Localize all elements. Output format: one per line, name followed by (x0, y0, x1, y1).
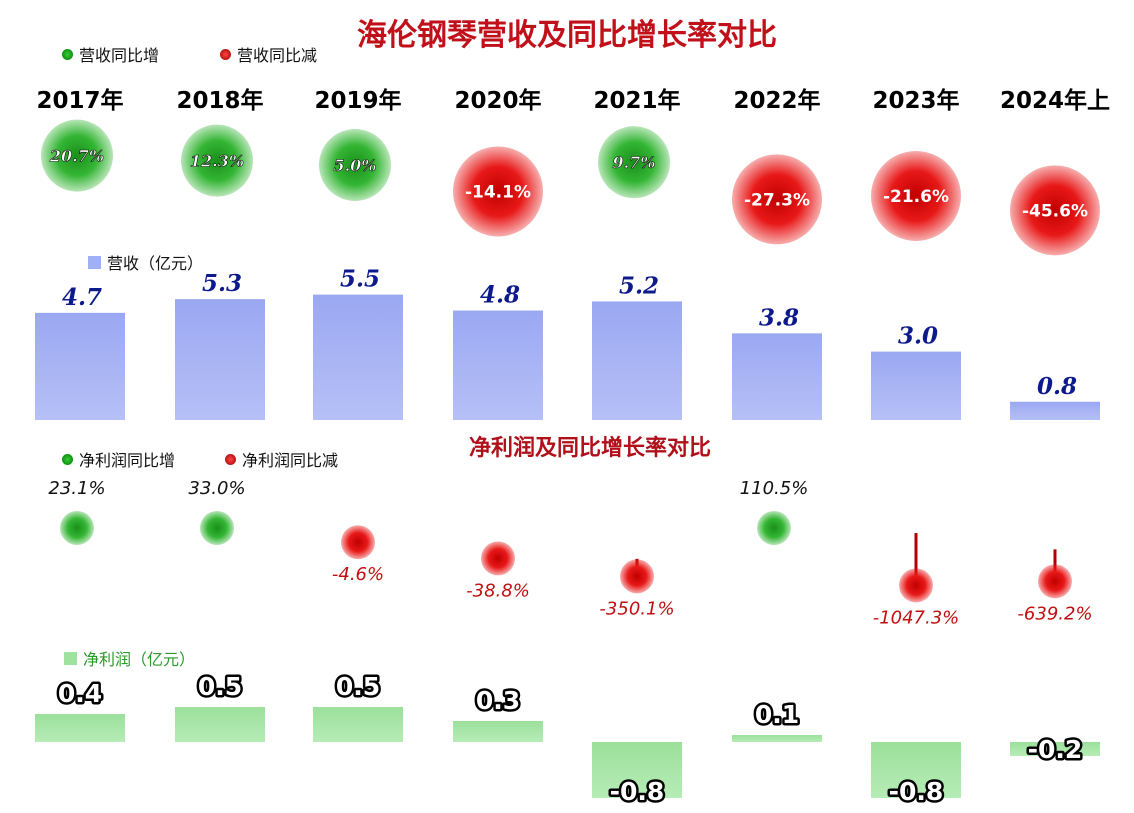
growth-bubble (319, 129, 391, 201)
data-label: 5.5 (340, 266, 380, 293)
growth-bubble (481, 541, 515, 576)
growth-bubble (732, 154, 822, 245)
data-label: -27.3% (744, 190, 810, 210)
legend-label: 净利润同比减 (242, 451, 339, 470)
data-label: 9.7% (612, 153, 655, 172)
growth-bubble (1038, 564, 1072, 599)
growth-bubble (899, 568, 933, 603)
profit-bar (592, 742, 682, 798)
data-label: 5.2 (619, 272, 659, 299)
growth-bubble (598, 126, 670, 199)
profit-bar (871, 742, 961, 798)
data-label: 0.4 (58, 679, 102, 708)
legend-revenue-up: 营收同比增 (62, 42, 159, 66)
legend-net-profit: 净利润（亿元） (64, 646, 195, 670)
category-label: 2020年 (454, 87, 541, 114)
data-label: -38.8% (466, 580, 530, 601)
category-label: 2017年 (36, 87, 123, 114)
growth-bubble (41, 119, 113, 192)
revenue-bar (313, 294, 403, 420)
green-dot-icon (62, 48, 73, 60)
green-square-icon (64, 651, 77, 665)
growth-bubble (60, 511, 94, 545)
profit-bar (732, 735, 822, 742)
data-label: -0.2 (1028, 735, 1083, 764)
data-label: -21.6% (883, 187, 949, 207)
legend-revenue-down: 营收同比减 (220, 42, 317, 66)
chart-title: 海伦钢琴营收及同比增长率对比 (357, 18, 777, 53)
growth-bubble (757, 511, 791, 545)
growth-bubble (620, 559, 654, 594)
profit-bar (313, 707, 403, 742)
data-label: -639.2% (1017, 603, 1092, 624)
legend-revenue: 营收（亿元） (88, 250, 203, 274)
data-label: 20.7% (49, 147, 104, 166)
data-label: -4.6% (332, 564, 384, 585)
revenue-bar (592, 301, 682, 420)
data-label: -45.6% (1022, 201, 1088, 221)
legend-profit-up: 净利润同比增 (62, 447, 175, 471)
subtitle: 净利润及同比增长率对比 (468, 436, 711, 461)
data-label: -0.8 (889, 777, 944, 806)
legend-label: 营收同比减 (237, 46, 318, 65)
growth-bubble (871, 150, 961, 241)
category-label: 2024年上 (1000, 87, 1110, 114)
data-label: 0.3 (476, 686, 520, 715)
data-label: -0.8 (610, 777, 665, 806)
data-label: 0.8 (1037, 373, 1077, 400)
data-label: 12.3% (190, 152, 244, 171)
data-label: 3.8 (759, 304, 799, 331)
data-label: 23.1% (48, 478, 105, 499)
growth-bubble (453, 146, 543, 237)
revenue-bar (453, 310, 543, 420)
profit-bar (35, 714, 125, 742)
data-label: 4.8 (480, 282, 520, 309)
data-label: -1047.3% (873, 607, 960, 628)
red-dot-icon (225, 453, 236, 465)
blue-square-icon (88, 255, 101, 269)
data-label: -350.1% (599, 598, 674, 619)
revenue-bar (35, 312, 125, 420)
profit-bar (1010, 742, 1100, 756)
data-label: -14.1% (465, 182, 531, 202)
growth-bubble (200, 511, 234, 545)
data-label: 33.0% (188, 478, 245, 499)
growth-bubble (181, 124, 253, 197)
red-dot-icon (220, 48, 231, 60)
growth-bubble (1010, 165, 1100, 256)
legend-label: 净利润（亿元） (83, 650, 196, 669)
green-dot-icon (62, 453, 73, 465)
data-label: 5.0% (333, 156, 376, 175)
growth-bubble (341, 525, 375, 560)
data-label: 110.5% (740, 478, 809, 499)
revenue-bar (175, 299, 265, 420)
legend-label: 营收（亿元） (107, 254, 204, 273)
revenue-bar (1010, 401, 1100, 420)
legend-label: 营收同比增 (79, 46, 160, 65)
legend-profit-down: 净利润同比减 (225, 447, 338, 471)
category-label: 2021年 (593, 87, 680, 114)
data-label: 0.5 (198, 672, 242, 701)
data-label: 3.0 (898, 323, 938, 350)
data-label: 4.7 (62, 284, 102, 311)
category-label: 2022年 (733, 87, 820, 114)
category-label: 2019年 (314, 87, 401, 114)
data-label: 0.5 (336, 672, 380, 701)
legend-label: 净利润同比增 (79, 451, 176, 470)
revenue-bar (871, 351, 961, 420)
profit-bar (453, 721, 543, 742)
category-label: 2018年 (176, 87, 263, 114)
data-label: 0.1 (755, 700, 799, 729)
data-label: 5.3 (202, 270, 242, 297)
category-label: 2023年 (872, 87, 959, 114)
profit-bar (175, 707, 265, 742)
revenue-bar (732, 333, 822, 420)
